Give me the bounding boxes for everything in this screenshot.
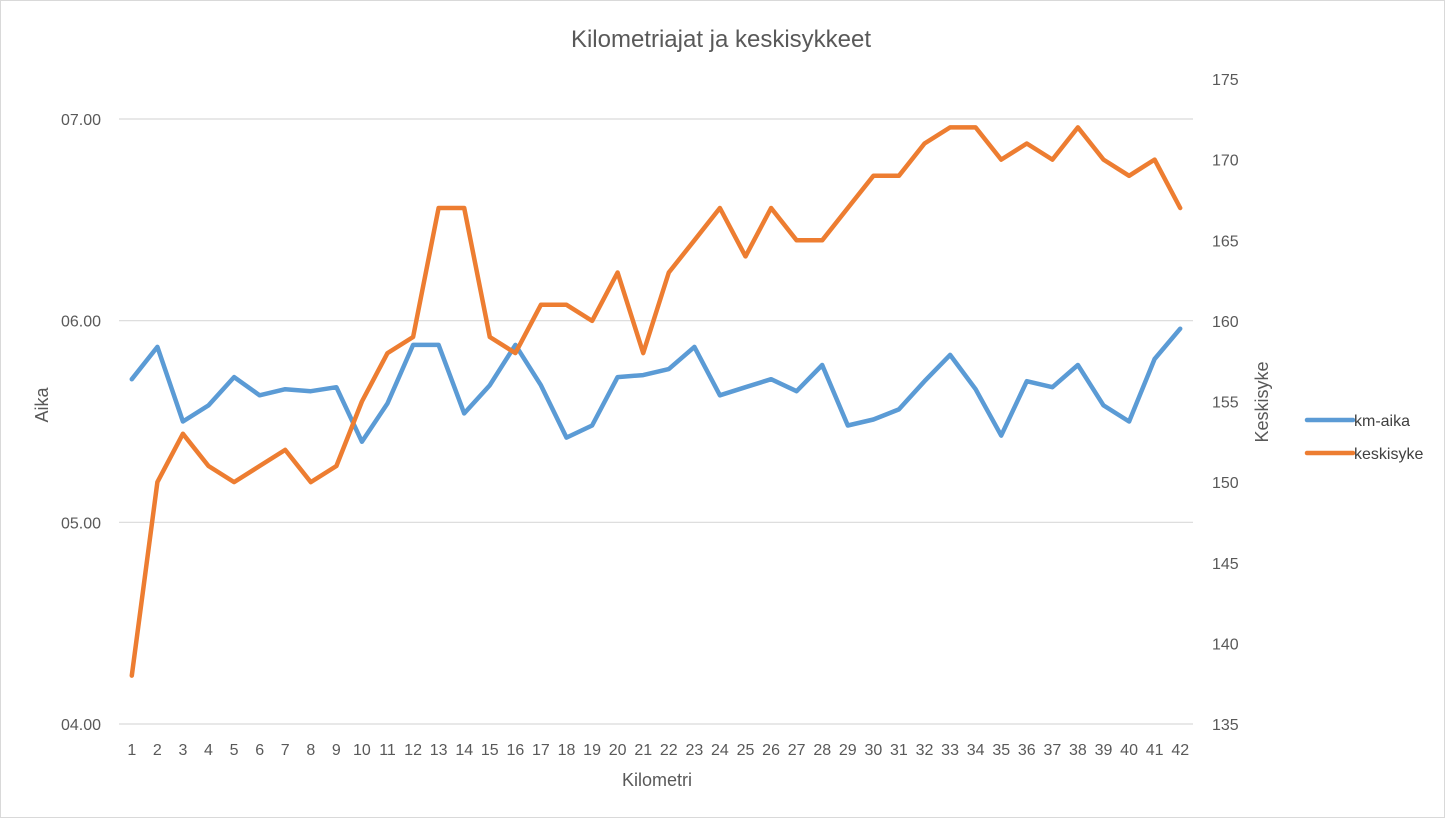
legend-label: keskisyke <box>1354 446 1423 463</box>
x-tick-label: 17 <box>532 742 550 759</box>
left-tick-label: 05.00 <box>61 515 101 532</box>
series-layer <box>132 127 1181 675</box>
gridlines <box>119 119 1193 724</box>
right-tick-label: 170 <box>1212 153 1239 170</box>
x-tick-label: 1 <box>127 742 136 759</box>
x-tick-label: 22 <box>660 742 678 759</box>
x-tick-label: 27 <box>788 742 806 759</box>
right-tick-label: 135 <box>1212 717 1239 734</box>
x-tick-label: 12 <box>404 742 422 759</box>
x-tick-label: 35 <box>992 742 1010 759</box>
x-tick-label: 14 <box>455 742 473 759</box>
x-tick-label: 41 <box>1146 742 1164 759</box>
series-points-keskisyke <box>132 127 1181 675</box>
x-tick-label: 26 <box>762 742 780 759</box>
legend: km-aika keskisyke <box>1307 413 1423 463</box>
x-tick-label: 36 <box>1018 742 1036 759</box>
x-tick-label: 11 <box>379 742 396 759</box>
y2-axis-title: Keskisyke <box>1252 361 1272 442</box>
x-tick-label: 21 <box>634 742 652 759</box>
x-tick-label: 6 <box>255 742 264 759</box>
x-tick-label: 10 <box>353 742 371 759</box>
x-tick-label: 38 <box>1069 742 1087 759</box>
right-tick-label: 160 <box>1212 314 1239 331</box>
x-tick-label: 20 <box>609 742 627 759</box>
right-tick-label: 150 <box>1212 475 1239 492</box>
series-line-km-aika <box>132 329 1180 442</box>
x-tick-label: 16 <box>506 742 524 759</box>
x-tick-label: 42 <box>1171 742 1189 759</box>
x-tick-label: 5 <box>230 742 239 759</box>
x-tick-label: 9 <box>332 742 341 759</box>
right-axis-ticks: 135 140 145 150 155 160 165 170 175 <box>1212 72 1239 734</box>
x-tick-label: 2 <box>153 742 162 759</box>
x-tick-label: 13 <box>430 742 448 759</box>
x-tick-label: 4 <box>204 742 213 759</box>
x-tick-label: 23 <box>685 742 703 759</box>
left-tick-label: 07.00 <box>61 112 101 129</box>
right-tick-label: 140 <box>1212 636 1239 653</box>
chart-title: Kilometriajat ja keskisykkeet <box>571 26 871 53</box>
right-tick-label: 175 <box>1212 72 1239 89</box>
left-tick-label: 04.00 <box>61 717 101 734</box>
x-tick-label: 7 <box>281 742 290 759</box>
x-tick-label: 8 <box>306 742 315 759</box>
x-axis-title: Kilometri <box>622 770 692 790</box>
legend-label: km-aika <box>1354 413 1410 430</box>
right-tick-label: 155 <box>1212 395 1239 412</box>
x-tick-label: 15 <box>481 742 499 759</box>
left-axis-ticks: 04.00 05.00 06.00 07.00 <box>61 112 101 734</box>
x-tick-label: 32 <box>916 742 934 759</box>
y-axis-title: Aika <box>32 387 52 423</box>
x-tick-label: 28 <box>813 742 831 759</box>
left-tick-label: 06.00 <box>61 314 101 331</box>
x-tick-label: 37 <box>1043 742 1061 759</box>
x-tick-label: 33 <box>941 742 959 759</box>
x-tick-label: 40 <box>1120 742 1138 759</box>
x-tick-label: 25 <box>737 742 755 759</box>
x-tick-label: 3 <box>178 742 187 759</box>
x-tick-label: 31 <box>890 742 908 759</box>
right-tick-label: 145 <box>1212 556 1239 573</box>
right-tick-label: 165 <box>1212 233 1239 250</box>
x-tick-label: 24 <box>711 742 729 759</box>
x-tick-label: 34 <box>967 742 985 759</box>
x-tick-label: 29 <box>839 742 857 759</box>
x-tick-label: 18 <box>558 742 576 759</box>
x-tick-label: 39 <box>1095 742 1113 759</box>
x-tick-label: 19 <box>583 742 601 759</box>
series-line-keskisyke <box>132 127 1180 675</box>
x-tick-label: 30 <box>864 742 882 759</box>
